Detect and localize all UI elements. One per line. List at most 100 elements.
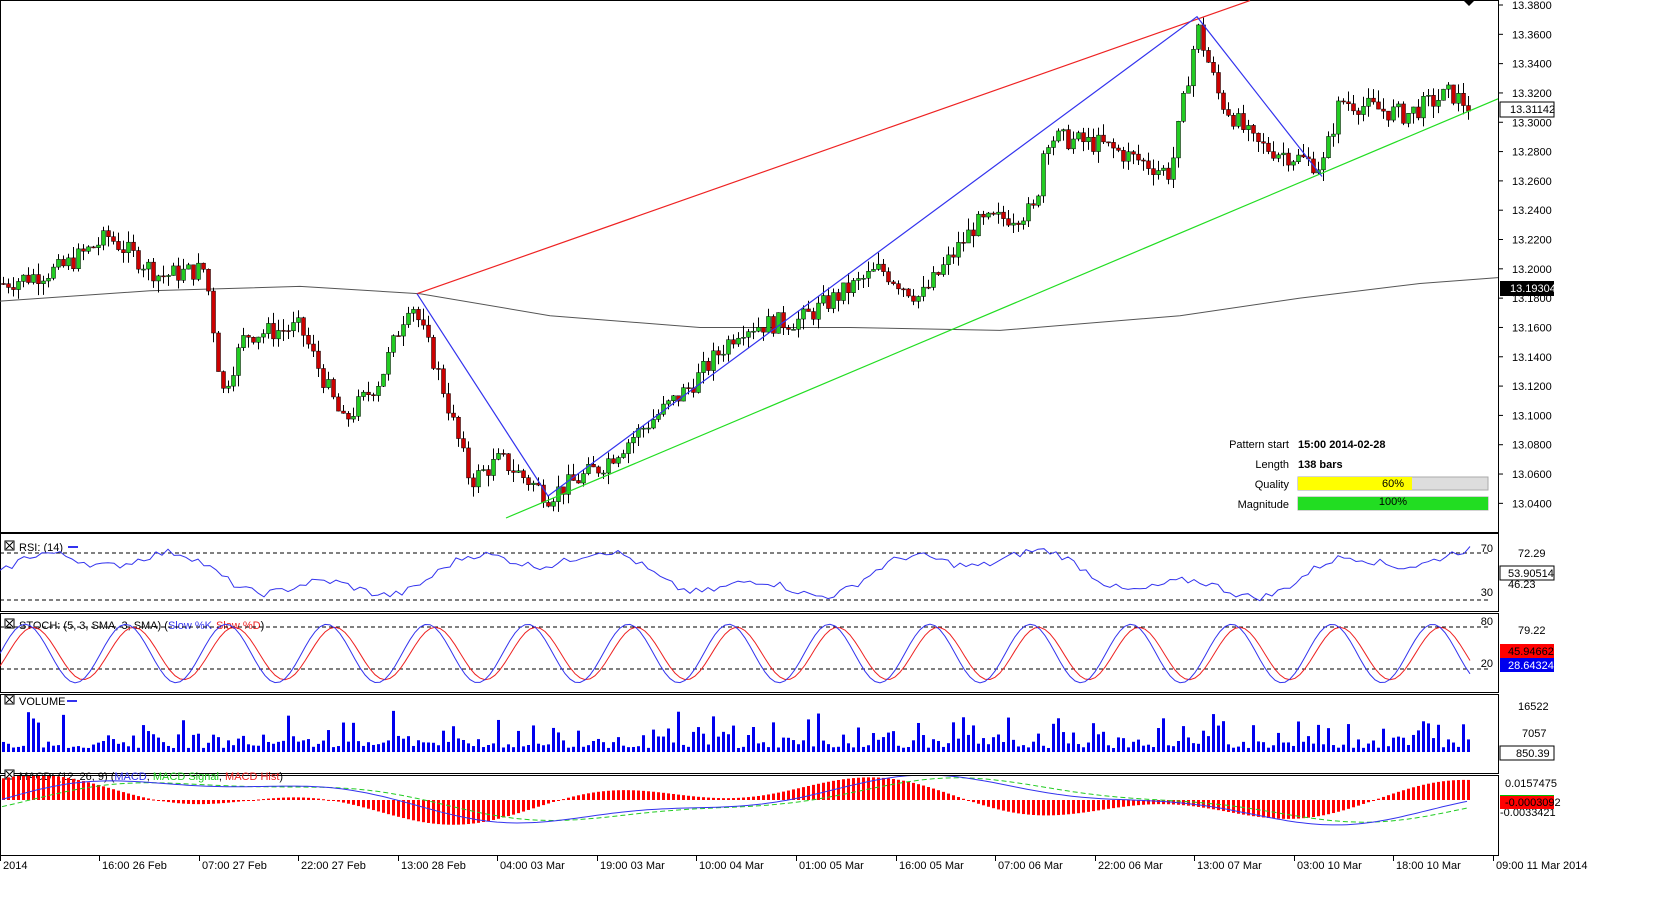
volume-bar (522, 746, 525, 752)
volume-bar (1407, 745, 1410, 752)
macd-hist-bar (317, 798, 320, 800)
volume-bar (982, 738, 985, 752)
macd-hist-bar (237, 800, 240, 802)
candle-body (721, 353, 726, 356)
candle-body (346, 413, 351, 420)
volume-bar (452, 726, 455, 752)
volume-bar (482, 747, 485, 752)
candle-body (1011, 222, 1016, 226)
candle-body (51, 266, 56, 279)
candle-body (671, 395, 676, 402)
macd-hist-bar (157, 800, 160, 801)
volume-bar (402, 738, 405, 752)
macd-hist-bar (1297, 800, 1300, 819)
volume-bar (1282, 742, 1285, 752)
candle-body (876, 263, 881, 270)
candle-body (1351, 103, 1356, 112)
candle-body (1161, 167, 1166, 171)
macd-hist-bar (467, 800, 470, 825)
lower-channel-line (505, 98, 1498, 519)
volume-bar (652, 729, 655, 752)
volume-bar (912, 740, 915, 752)
volume-bar (1037, 733, 1040, 752)
macd-hist-bar (722, 798, 725, 800)
volume-bar (507, 744, 510, 752)
candle-body (891, 281, 896, 284)
candle-body (1381, 108, 1386, 112)
volume-bar (262, 734, 265, 752)
candle-body (1216, 72, 1221, 94)
volume-bar (1077, 744, 1080, 752)
volume-bar (1247, 747, 1250, 752)
collapse-arrow-icon[interactable] (1463, 0, 1475, 6)
candle-body (1421, 96, 1426, 119)
candle-body (1071, 138, 1076, 150)
macd-hist-bar (1107, 800, 1110, 809)
volume-bar (687, 746, 690, 752)
macd-hist-bar (1092, 800, 1095, 812)
macd-hist-bar (1347, 800, 1350, 809)
macd-hist-bar (102, 786, 105, 800)
macd-hist-bar (1427, 783, 1430, 800)
volume-bar (702, 733, 705, 752)
candle-body (151, 261, 156, 282)
candle-body (551, 501, 556, 507)
volume-bar (52, 745, 55, 752)
macd-hist-bar (1277, 800, 1280, 819)
candle-body (241, 335, 246, 348)
candle-body (701, 361, 706, 373)
volume-bar (77, 746, 80, 752)
volume-bar (472, 746, 475, 752)
volume-bar (1437, 724, 1440, 752)
candle-body (431, 337, 436, 369)
macd-hist-bar (422, 800, 425, 823)
macd-hist-bar (932, 788, 935, 800)
macd-hist-bar (732, 798, 735, 800)
volume-bar (427, 742, 430, 752)
macd-hist-bar (507, 800, 510, 817)
candle-body (376, 386, 381, 396)
candle-body (1361, 106, 1366, 115)
macd-hist-bar (547, 800, 550, 804)
candle-body (161, 275, 166, 278)
macd-hist-bar (1057, 800, 1060, 816)
candle-body (416, 309, 421, 321)
volume-bar (1082, 747, 1085, 752)
volume-bar (557, 732, 560, 752)
y-tick-label: 13.2600 (1512, 176, 1552, 188)
candle-body (1376, 101, 1381, 110)
candle-body (566, 474, 571, 495)
macd-hist-bar (882, 777, 885, 800)
macd-hist-bar (1332, 800, 1335, 814)
candle-body (1096, 134, 1101, 152)
rsi-line (0, 546, 1471, 602)
volume-bar (547, 744, 550, 752)
candle-body (391, 335, 396, 353)
volume-bar (907, 747, 910, 752)
volume-bar (247, 744, 250, 752)
volume-bar (627, 747, 630, 752)
volume-bar (662, 736, 665, 752)
stoch-d-value: 45.94662 (1508, 646, 1554, 658)
macd-histogram (2, 776, 1470, 825)
volume-bar (682, 744, 685, 752)
volume-bar (742, 746, 745, 752)
volume-bar (567, 747, 570, 752)
volume-bar (1462, 724, 1465, 752)
volume-bar (1412, 734, 1415, 752)
y-tick-label: 13.2000 (1512, 264, 1552, 276)
price-axis: 13.3800 13.3600 13.3400 13.3200 13.3000 13.28… (1498, 0, 1552, 510)
pattern-info: Pattern start 15:00 2014-02-28 Length 13… (1229, 439, 1489, 511)
candle-body (441, 368, 446, 394)
candle-body (881, 263, 886, 272)
macd-hist-bar (212, 800, 215, 804)
candle-body (806, 308, 811, 312)
candle-body (641, 427, 646, 430)
volume-bar (1107, 745, 1110, 752)
macd-hist-bar (917, 784, 920, 800)
ma-price-value: 13.19304 (1510, 283, 1556, 295)
macd-hist-bar (632, 790, 635, 800)
candle-body (1061, 129, 1066, 132)
volume-bar (542, 745, 545, 752)
macd-hist-bar (1292, 800, 1295, 819)
